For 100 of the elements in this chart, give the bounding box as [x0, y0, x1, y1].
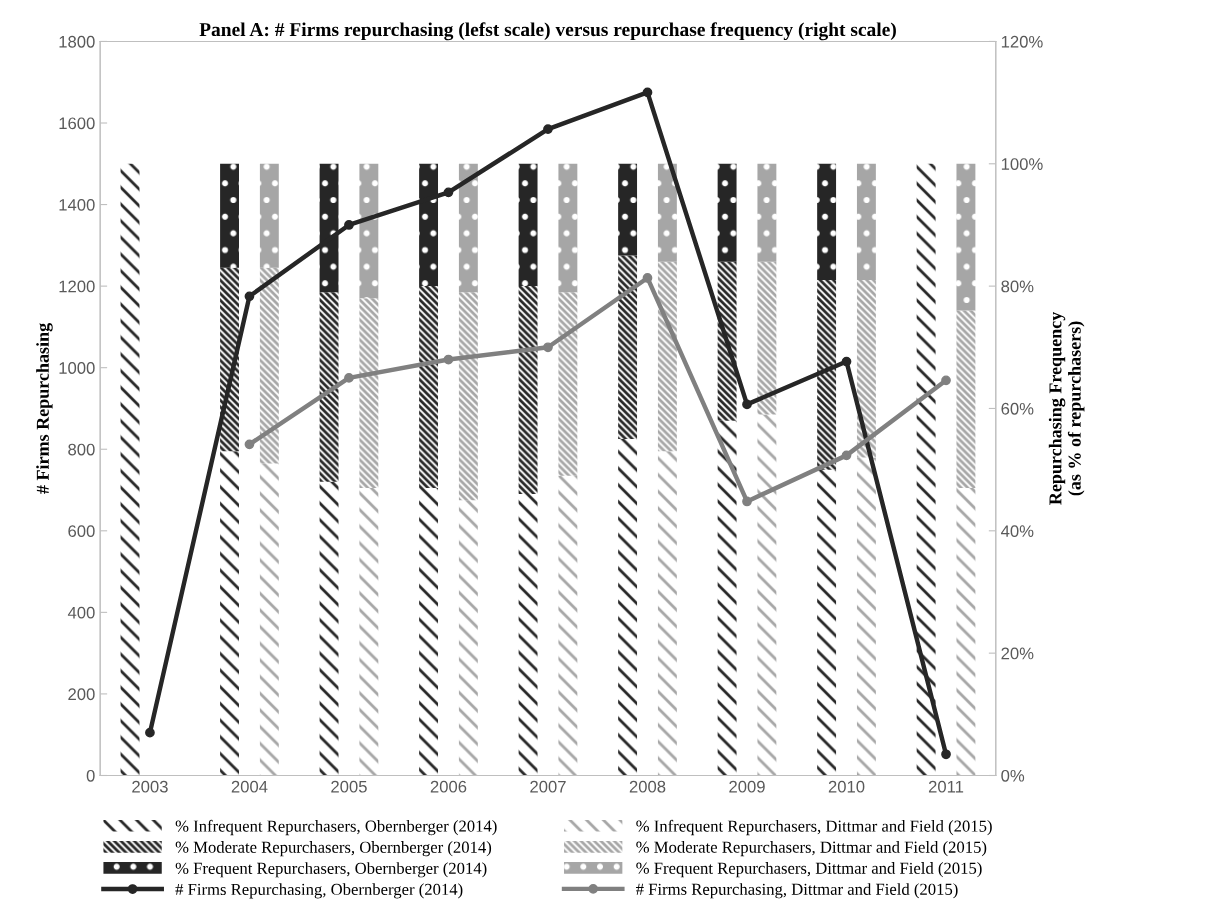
chart-title: Panel A: # Firms repurchasing (lefst scale) versus repurchase frequency (right scale): [199, 22, 896, 41]
bar: [220, 163, 239, 268]
point: [145, 727, 155, 738]
bar: [657, 163, 677, 262]
legend-label: % Moderate Repurchasers, Dittmar and Field (2015): [636, 841, 987, 857]
point: [543, 124, 553, 134]
point: [742, 399, 752, 410]
bar: [458, 292, 478, 501]
bar: [817, 280, 837, 470]
x-tick-label: 2010: [828, 780, 865, 793]
bar: [518, 286, 538, 495]
bar: [956, 310, 976, 488]
bar: [259, 267, 279, 464]
y2-tick-label: 80%: [1001, 280, 1034, 293]
bar: [558, 292, 578, 476]
point: [642, 273, 653, 283]
bar: [757, 163, 777, 262]
bar: [717, 420, 737, 776]
point: [841, 450, 852, 461]
bar: [419, 286, 439, 488]
legend-label: % Infrequent Repurchasers, Obernberger (2014): [175, 819, 497, 836]
point: [344, 220, 354, 230]
y-tick-label: 1800: [59, 35, 95, 48]
bar: [856, 280, 876, 458]
x-tick-label: 2007: [530, 780, 566, 793]
y2-tick-label: 20%: [1001, 647, 1034, 660]
y-tick-label: 200: [68, 688, 95, 701]
x-tick-label: 2008: [629, 780, 666, 793]
x-tick-label: 2009: [729, 780, 765, 793]
bar: [359, 163, 379, 299]
y-tick-label: 0: [86, 769, 95, 782]
y2-tick-label: 60%: [1001, 402, 1034, 415]
bar: [618, 439, 638, 776]
point: [443, 187, 454, 198]
bar: [956, 487, 976, 776]
point: [941, 375, 951, 386]
bar: [319, 481, 339, 776]
bar: [120, 163, 140, 776]
y2-axis-title: Repurchasing Frequency (as % of repurchasers): [1048, 311, 1085, 505]
y-tick-label: 1000: [59, 362, 95, 374]
legend-label: % Infrequent Repurchasers, Dittmar and Field (2015): [636, 819, 992, 836]
bar: [757, 414, 777, 776]
bar: [956, 163, 976, 311]
y-tick-label: 600: [68, 525, 95, 538]
bar: [359, 298, 379, 488]
point: [543, 342, 553, 353]
y2-tick-label: 0%: [1001, 769, 1025, 782]
point: [642, 87, 653, 98]
bar: [259, 163, 279, 268]
bar: [657, 451, 677, 776]
bar: [259, 463, 279, 776]
bar: [856, 163, 876, 281]
bar: [817, 469, 837, 776]
bar: [458, 163, 478, 293]
y-tick-label: 1600: [59, 117, 95, 130]
bar: [856, 457, 876, 776]
x-tick-label: 2005: [331, 780, 367, 793]
y2-tick-label: 120%: [1001, 35, 1043, 48]
legend-label: # Firms Repurchasing, Dittmar and Field (2015): [635, 883, 958, 899]
bar: [757, 261, 777, 415]
y-tick-label: 800: [68, 443, 95, 456]
legend-label: % Frequent Repurchasers, Dittmar and Field (2015): [636, 862, 982, 878]
y2-tick-label: 40%: [1001, 525, 1034, 538]
legend-label: % Frequent Repurchasers, Obernberger (2014): [175, 862, 487, 878]
bar: [558, 475, 578, 776]
y-axis-title: # Firms Repurchasing: [36, 323, 53, 494]
x-tick-label: 2011: [928, 780, 964, 793]
bar: [916, 163, 936, 776]
bar: [618, 255, 638, 440]
bar: [817, 163, 837, 281]
point: [841, 356, 852, 367]
bar: [518, 163, 538, 287]
x-tick-label: 2003: [132, 780, 168, 793]
y-tick-label: 1200: [59, 280, 95, 293]
point: [244, 439, 255, 450]
y-tick-label: 1400: [59, 198, 95, 211]
x-tick-label: 2006: [430, 780, 467, 793]
legend-label: # Firms Repurchasing, Obernberger (2014): [175, 883, 463, 899]
point: [244, 291, 255, 302]
bar: [319, 163, 339, 293]
legend-label: % Moderate Repurchasers, Obernberger (2014): [175, 841, 492, 857]
bar: [319, 292, 339, 482]
bar: [518, 494, 538, 776]
bar: [558, 163, 578, 293]
bar: [220, 451, 239, 776]
bar: [717, 261, 737, 421]
point: [443, 354, 454, 365]
bar: [359, 487, 379, 776]
y-tick-label: 400: [67, 606, 95, 619]
x-tick-label: 2004: [231, 780, 268, 793]
point: [344, 373, 354, 383]
bar: [717, 163, 737, 262]
point: [742, 496, 752, 507]
bar: [458, 500, 478, 776]
bar: [419, 163, 439, 287]
bar: [657, 261, 677, 452]
y2-tick-label: 100%: [1001, 158, 1043, 170]
point: [941, 749, 951, 760]
bar: [618, 163, 638, 256]
bar: [419, 487, 439, 776]
